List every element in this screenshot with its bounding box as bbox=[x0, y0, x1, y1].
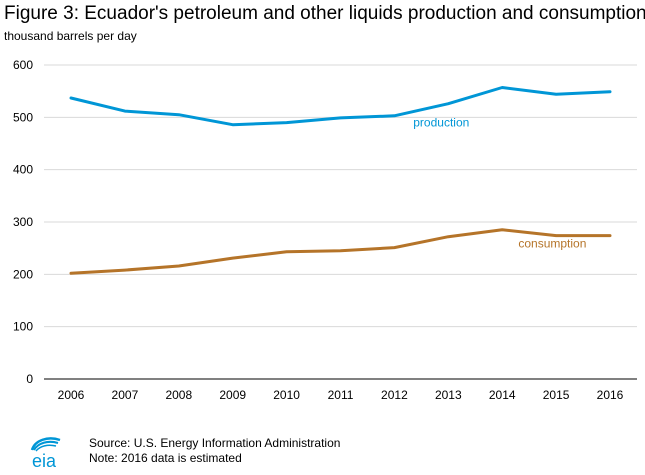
x-tick-label: 2008 bbox=[165, 388, 192, 402]
source-note: Source: U.S. Energy Information Administ… bbox=[89, 436, 340, 451]
y-tick-label: 100 bbox=[13, 320, 33, 334]
y-tick-label: 200 bbox=[13, 267, 33, 281]
estimate-note: Note: 2016 data is estimated bbox=[89, 451, 340, 466]
x-tick-label: 2007 bbox=[112, 388, 139, 402]
series-label-production: production bbox=[413, 116, 469, 130]
y-tick-label: 0 bbox=[26, 372, 33, 386]
x-axis-ticks: 2006 2007 2008 2009 2010 2011 2012 2013 2014 2015… bbox=[58, 388, 624, 402]
x-tick-label: 2010 bbox=[273, 388, 300, 402]
x-tick-label: 2006 bbox=[58, 388, 85, 402]
y-tick-label: 300 bbox=[13, 215, 33, 229]
x-tick-label: 2012 bbox=[381, 388, 408, 402]
x-tick-label: 2009 bbox=[219, 388, 246, 402]
svg-text:eia: eia bbox=[32, 451, 57, 470]
series-line-production bbox=[71, 88, 610, 125]
y-tick-label: 400 bbox=[13, 163, 33, 177]
x-tick-label: 2014 bbox=[489, 388, 516, 402]
chart-footer: Source: U.S. Energy Information Administ… bbox=[89, 436, 340, 466]
y-axis-ticks: 0 100 200 300 400 500 600 bbox=[13, 58, 33, 386]
x-tick-label: 2016 bbox=[597, 388, 624, 402]
x-tick-label: 2015 bbox=[543, 388, 570, 402]
x-tick-label: 2011 bbox=[328, 388, 354, 402]
x-tick-label: 2013 bbox=[435, 388, 462, 402]
y-tick-label: 600 bbox=[13, 58, 33, 72]
series-label-consumption: consumption bbox=[518, 237, 586, 251]
eia-logo-icon: eia bbox=[26, 434, 66, 470]
y-tick-label: 500 bbox=[13, 110, 33, 124]
